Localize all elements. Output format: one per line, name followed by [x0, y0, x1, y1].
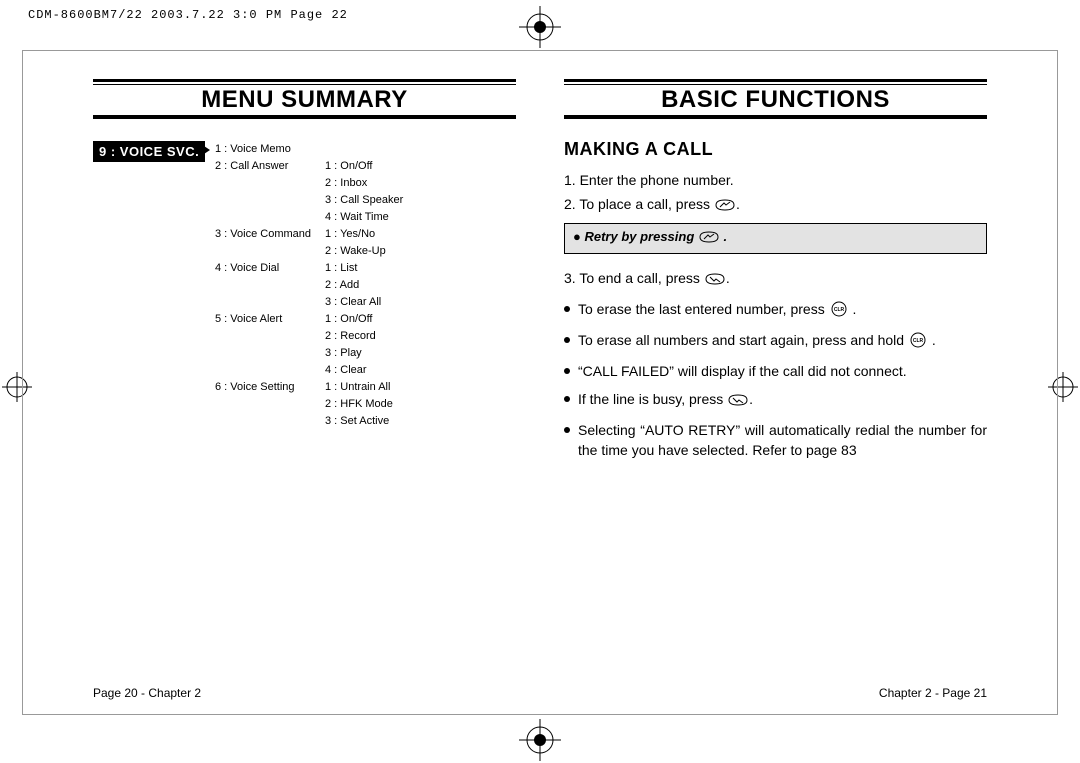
bullet-list: To erase the last entered number, press …	[564, 299, 987, 460]
bullet-item: If the line is busy, press .	[564, 389, 987, 412]
menu-sub-item: 2 : Add	[325, 277, 425, 294]
bullet-item: To erase all numbers and start again, pr…	[564, 330, 987, 353]
menu-sub-item: 4 : Clear	[325, 362, 425, 379]
bullet-dot-icon	[564, 306, 570, 312]
page-title: BASIC FUNCTIONS	[564, 85, 987, 115]
menu-columns: 1 : Voice Memo2 : Call Answer 3 : Voice …	[215, 141, 425, 430]
triangle-icon	[201, 144, 210, 156]
crop-mark-bottom	[519, 719, 561, 761]
menu-main-item	[215, 294, 325, 311]
page-title: MENU SUMMARY	[93, 85, 516, 115]
menu-main-item: 4 : Voice Dial	[215, 260, 325, 277]
end-key-icon	[704, 271, 726, 291]
step: 1. Enter the phone number.	[564, 170, 987, 190]
menu-main-item: 6 : Voice Setting	[215, 379, 325, 396]
menu-sub-item: 3 : Play	[325, 345, 425, 362]
svg-text:CLR: CLR	[913, 338, 924, 344]
menu-sub-item	[325, 141, 425, 158]
menu-sub-item: 1 : On/Off	[325, 158, 425, 175]
send-key-icon	[714, 197, 736, 217]
bullet-text: Selecting “AUTO RETRY” will automaticall…	[578, 420, 987, 460]
menu-main-item: 2 : Call Answer	[215, 158, 325, 175]
bullet-item: “CALL FAILED” will display if the call d…	[564, 361, 987, 381]
rule	[564, 116, 987, 119]
bullet-text: To erase all numbers and start again, pr…	[578, 330, 987, 353]
menu-sub-item: 4 : Wait Time	[325, 209, 425, 226]
menu-main-item	[215, 243, 325, 260]
menu-sub-item: 3 : Call Speaker	[325, 192, 425, 209]
left-page: MENU SUMMARY 9 : VOICE SVC. 1 : Voice Me…	[23, 51, 540, 714]
menu-main-item	[215, 345, 325, 362]
menu-main-item: 3 : Voice Command	[215, 226, 325, 243]
rule	[564, 79, 987, 82]
menu-col-sub: 1 : On/Off2 : Inbox3 : Call Speaker4 : W…	[325, 141, 425, 430]
svg-text:CLR: CLR	[833, 307, 844, 313]
body-text: 1. Enter the phone number. 2. To place a…	[564, 170, 987, 460]
page-footer: Chapter 2 - Page 21	[879, 686, 987, 700]
step-text: .	[726, 270, 730, 286]
menu-sub-item: 1 : Untrain All	[325, 379, 425, 396]
menu-sub-item: 2 : Wake-Up	[325, 243, 425, 260]
menu-main-item	[215, 396, 325, 413]
menu-main-item: 1 : Voice Memo	[215, 141, 325, 158]
send-key-icon	[698, 230, 720, 250]
sub-heading: MAKING A CALL	[564, 139, 987, 160]
right-page: BASIC FUNCTIONS MAKING A CALL 1. Enter t…	[540, 51, 1057, 714]
step-text: 2. To place a call, press	[564, 196, 710, 212]
menu-sub-item: 2 : Inbox	[325, 175, 425, 192]
bullet-dot-icon	[564, 396, 570, 402]
rule	[93, 116, 516, 119]
clr-key-icon: CLR	[908, 332, 928, 353]
bullet-item: To erase the last entered number, press …	[564, 299, 987, 322]
menu-main-item	[215, 362, 325, 379]
print-slug: CDM-8600BM7/22 2003.7.22 3:0 PM Page 22	[28, 8, 348, 22]
clr-key-icon: CLR	[829, 301, 849, 322]
menu-sub-item: 1 : List	[325, 260, 425, 277]
menu-main-item	[215, 175, 325, 192]
bullet-item: Selecting “AUTO RETRY” will automaticall…	[564, 420, 987, 460]
menu-sub-item: 2 : Record	[325, 328, 425, 345]
menu-main-item: 5 : Voice Alert	[215, 311, 325, 328]
rule	[93, 79, 516, 82]
bullet-text: To erase the last entered number, press …	[578, 299, 987, 322]
bullet-text: “CALL FAILED” will display if the call d…	[578, 361, 987, 381]
note-text: .	[724, 229, 728, 244]
crop-mark-top	[519, 6, 561, 48]
menu-main-item	[215, 277, 325, 294]
step-text: 3. To end a call, press	[564, 270, 700, 286]
menu-main-item	[215, 328, 325, 345]
menu-sub-item: 3 : Clear All	[325, 294, 425, 311]
note-text: Retry by pressing	[584, 229, 694, 244]
step: 2. To place a call, press .	[564, 194, 987, 217]
bullet-dot-icon	[564, 427, 570, 433]
menu-sub-item: 3 : Set Active	[325, 413, 425, 430]
menu-main-item	[215, 209, 325, 226]
step-text: .	[736, 196, 740, 212]
section-label: 9 : VOICE SVC.	[93, 141, 205, 162]
bullet-dot-icon	[564, 368, 570, 374]
bullet-dot-icon	[564, 337, 570, 343]
menu-main-item	[215, 192, 325, 209]
bullet-text: If the line is busy, press .	[578, 389, 987, 412]
menu-sub-item: 2 : HFK Mode	[325, 396, 425, 413]
end-key-icon	[727, 392, 749, 412]
menu-sub-item: 1 : Yes/No	[325, 226, 425, 243]
page-spread: MENU SUMMARY 9 : VOICE SVC. 1 : Voice Me…	[22, 50, 1058, 715]
step: 3. To end a call, press .	[564, 268, 987, 291]
menu-col-main: 1 : Voice Memo2 : Call Answer 3 : Voice …	[215, 141, 325, 430]
page-footer: Page 20 - Chapter 2	[93, 686, 201, 700]
menu-sub-item: 1 : On/Off	[325, 311, 425, 328]
note-box: ● Retry by pressing .	[564, 223, 987, 254]
menu-main-item	[215, 413, 325, 430]
